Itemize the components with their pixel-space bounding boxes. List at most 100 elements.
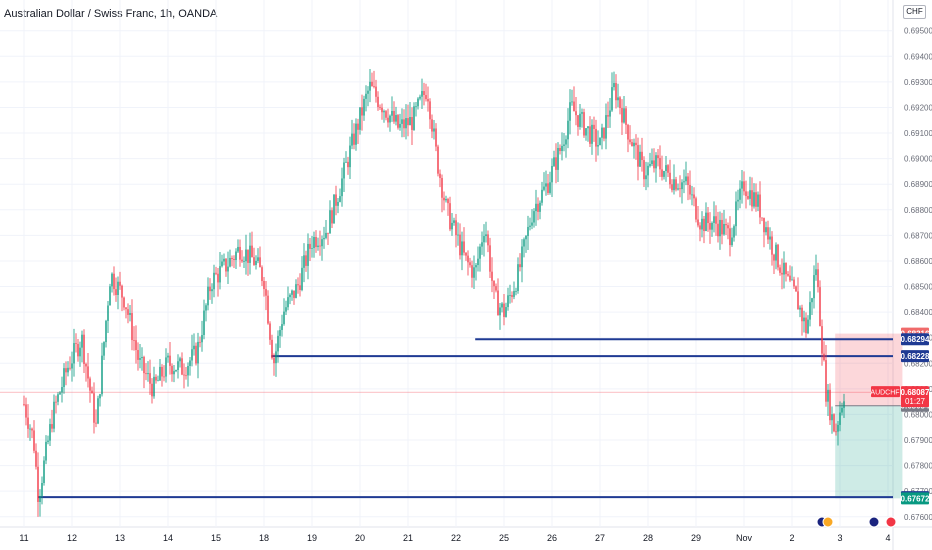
y-tick-label: 0.69000	[904, 155, 932, 164]
candle-body	[333, 194, 335, 224]
candle-body	[185, 375, 187, 377]
time-axis[interactable]: 11 12 13 14 15 18 19 20 21 22 25 26 27 28 29 Nov 2 3 4	[19, 533, 890, 543]
candle-body	[39, 495, 41, 502]
candle-body	[823, 353, 825, 361]
candle-body	[177, 361, 179, 371]
price-badge	[901, 492, 929, 505]
candle-body	[793, 279, 795, 287]
candle-body	[47, 440, 49, 442]
candle-body	[805, 317, 807, 334]
y-tick-label: 0.67900	[904, 436, 932, 445]
candle-body	[337, 201, 339, 206]
candle-body	[323, 237, 325, 240]
candle-body	[269, 323, 271, 340]
candle-body	[83, 334, 85, 364]
candle-body	[455, 220, 457, 236]
candle-body	[643, 160, 645, 180]
candle-body	[149, 373, 151, 384]
candle-body	[735, 201, 737, 227]
candle-body	[381, 107, 383, 113]
candle-body	[733, 226, 735, 238]
candle-body	[451, 222, 453, 230]
candle-body	[787, 274, 789, 276]
price-axis[interactable]: 0.69500 0.69400 0.69300 0.69200 0.69100 0.690…	[904, 27, 932, 522]
candle-body	[417, 98, 419, 107]
candle-body	[373, 86, 375, 87]
x-tick-label: 19	[307, 533, 317, 543]
candle-body	[701, 218, 703, 230]
horizontal-lines[interactable]	[38, 338, 893, 499]
candle-body	[349, 145, 351, 168]
candle-body	[329, 210, 331, 234]
candle-body	[595, 128, 597, 147]
candle-body	[191, 349, 193, 361]
candle-body	[445, 199, 447, 201]
candle-body	[501, 303, 503, 308]
candle-body	[763, 218, 765, 233]
candle-body	[471, 265, 473, 278]
flag-event-icon	[868, 516, 880, 528]
candle-body	[749, 190, 751, 199]
candle-body	[385, 111, 387, 118]
candle-body	[645, 175, 647, 180]
candle-body	[573, 101, 575, 112]
x-tick-label: 29	[691, 533, 701, 543]
candle-body	[423, 91, 425, 96]
candle-body	[399, 123, 401, 128]
position-tool[interactable]	[835, 333, 903, 499]
price-badge-label: 0.67672	[901, 494, 930, 503]
candle-body	[245, 249, 247, 262]
x-tick-label: 18	[259, 533, 269, 543]
x-tick-label: Nov	[736, 533, 753, 543]
candle-body	[287, 297, 289, 308]
candle-body	[251, 245, 253, 258]
candle-body	[319, 245, 321, 247]
candle-body	[345, 161, 347, 163]
y-tick-label: 0.68000	[904, 410, 932, 419]
candle-body	[529, 225, 531, 227]
candle-body	[317, 245, 319, 248]
candle-body	[121, 285, 123, 298]
event-icons[interactable]	[816, 516, 897, 528]
candle-body	[837, 424, 839, 432]
candle-body	[135, 340, 137, 351]
candle-body	[431, 119, 433, 132]
candle-body	[543, 186, 545, 190]
candle-body	[267, 295, 269, 324]
candle-body	[593, 124, 595, 129]
candle-body	[303, 255, 305, 268]
candle-body	[165, 357, 167, 377]
candle-body	[537, 203, 539, 212]
candle-body	[227, 266, 229, 272]
candle-body	[497, 290, 499, 316]
candle-body	[525, 235, 527, 240]
candle-body	[797, 291, 799, 310]
candle-body	[535, 203, 537, 212]
candle-body	[705, 212, 707, 232]
candle-body	[709, 223, 711, 230]
candle-body	[415, 106, 417, 108]
candle-body	[503, 303, 505, 317]
candle-body	[513, 291, 515, 297]
candle-body	[843, 401, 845, 408]
candle-body	[659, 158, 661, 170]
x-tick-label: 15	[211, 533, 221, 543]
candle-body	[811, 298, 813, 303]
candle-body	[51, 424, 53, 429]
candle-body	[59, 392, 61, 395]
candle-body	[295, 284, 297, 298]
candle-body	[827, 389, 829, 402]
countdown-label: 01:27	[905, 397, 926, 406]
candle-body	[299, 285, 301, 290]
candle-body	[657, 155, 659, 159]
candle-body	[461, 241, 463, 256]
candle-body	[623, 108, 625, 123]
candle-body	[653, 160, 655, 169]
candle-body	[675, 179, 677, 190]
candle-body	[403, 119, 405, 129]
candle-body	[275, 351, 277, 364]
currency-badge[interactable]: CHF	[903, 5, 926, 19]
candle-body	[841, 407, 843, 413]
candle-body	[137, 350, 139, 360]
